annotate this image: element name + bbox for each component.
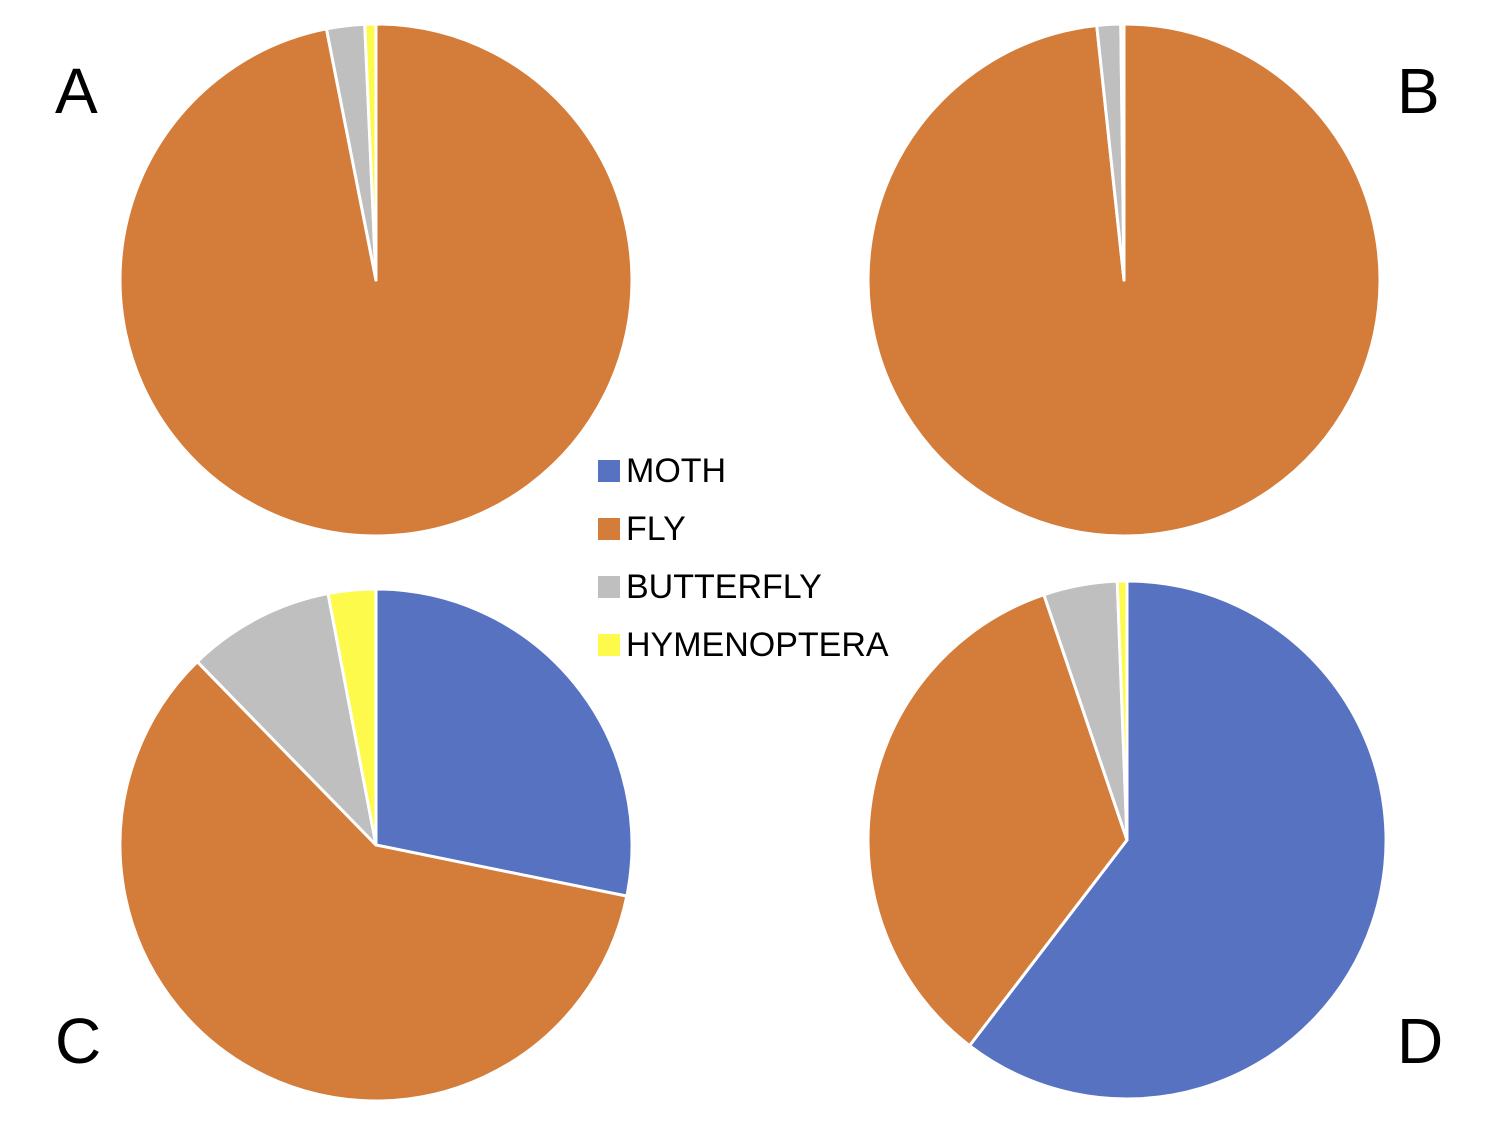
- legend-swatch-hymenoptera: [598, 634, 620, 656]
- pie-c-slice-hymenoptera: [326, 587, 378, 847]
- panel-label-c: C: [55, 1005, 101, 1077]
- pie-chart-b: [866, 22, 1382, 538]
- pie-c-slice-fly: [118, 660, 629, 1103]
- panel-label-a: A: [55, 55, 98, 127]
- pie-b-slice-hymenoptera: [1119, 22, 1126, 282]
- pie-d-slice-moth: [968, 579, 1388, 1101]
- legend: MOTH FLY BUTTERFLY HYMENOPTERA: [598, 452, 889, 664]
- pie-chart-a: [118, 22, 634, 538]
- pie-charts: [118, 22, 1388, 1103]
- pie-chart-d: [866, 579, 1388, 1101]
- legend-swatch-butterfly: [598, 576, 620, 598]
- panel-label-d: D: [1397, 1005, 1443, 1077]
- panel-label-b: B: [1397, 55, 1440, 127]
- legend-swatch-fly: [598, 518, 620, 540]
- legend-label-fly: FLY: [626, 510, 686, 548]
- pie-a-slice-hymenoptera: [363, 22, 378, 282]
- pie-d-slice-hymenoptera: [1115, 579, 1129, 842]
- legend-label-moth: MOTH: [626, 452, 726, 490]
- pie-c-slice-moth: [374, 587, 634, 898]
- pie-c-slice-butterfly: [195, 592, 378, 847]
- legend-label-butterfly: BUTTERFLY: [626, 568, 822, 606]
- pie-chart-c: [118, 587, 634, 1103]
- legend-swatch-moth: [598, 460, 620, 482]
- pie-d-slice-fly: [866, 593, 1129, 1048]
- legend-label-hymenoptera: HYMENOPTERA: [626, 626, 889, 664]
